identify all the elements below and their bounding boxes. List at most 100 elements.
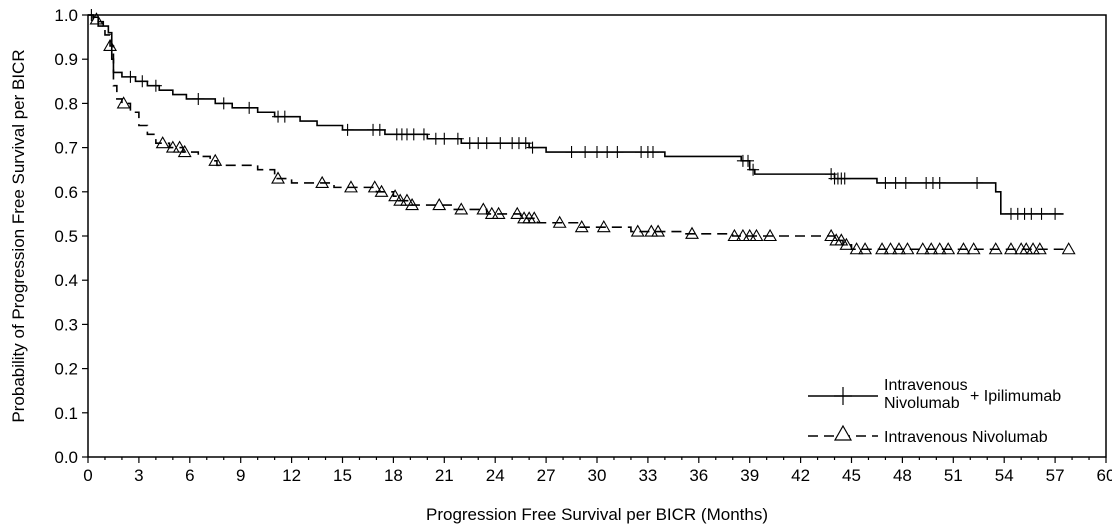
legend-label-mono: Intravenous Nivolumab — [884, 429, 1048, 446]
censor-mark-triangle — [574, 220, 589, 233]
censor-mark-triangle — [924, 242, 939, 255]
x-tick-label: 57 — [1046, 466, 1065, 485]
censor-mark-triangle — [103, 38, 118, 51]
censor-mark-triangle — [932, 242, 947, 255]
censor-mark-triangle — [315, 175, 330, 189]
legend-label-combo-suffix: + Ipilimumab — [970, 388, 1061, 405]
y-tick-label: 0.4 — [54, 271, 78, 290]
censor-mark-plus — [341, 123, 354, 136]
censor-mark-plus — [136, 75, 149, 88]
censor-mark-plus — [480, 137, 493, 150]
censor-mark-triangle — [941, 242, 956, 255]
censor-mark-triangle — [749, 228, 764, 242]
y-axis-title: Probability of Progression Free Survival… — [9, 49, 28, 422]
censor-mark-plus — [494, 137, 507, 150]
x-tick-label: 27 — [537, 466, 556, 485]
censor-mark-triangle — [883, 242, 898, 255]
censor-mark-plus — [1035, 207, 1048, 220]
censor-mark-triangle — [527, 211, 542, 224]
x-tick-label: 51 — [944, 466, 963, 485]
censor-mark-triangle — [858, 242, 873, 255]
censor-mark-plus — [217, 97, 230, 110]
censor-mark-triangle — [900, 242, 915, 255]
censor-mark-triangle — [1061, 242, 1076, 255]
censor-mark-triangle — [1026, 242, 1040, 255]
censor-mark-triangle — [405, 197, 420, 211]
censor-mark-plus — [889, 176, 902, 189]
censor-mark-triangle — [742, 228, 757, 242]
x-tick-label: 3 — [134, 466, 143, 485]
censor-mark-triangle — [393, 193, 408, 206]
censor-mark-triangle — [956, 242, 971, 255]
censor-mark-triangle — [988, 242, 1003, 255]
censor-mark-triangle — [116, 96, 131, 109]
censor-mark-plus — [646, 146, 659, 159]
censor-mark-triangle — [685, 226, 699, 239]
y-tick-label: 0.0 — [54, 448, 78, 467]
x-axis-title: Progression Free Survival per BICR (Mont… — [426, 505, 768, 524]
censor-mark-triangle — [476, 202, 491, 215]
x-tick-label: 48 — [893, 466, 912, 485]
censor-mark-triangle — [915, 242, 930, 255]
x-tick-label: 0 — [83, 466, 92, 485]
x-tick-label: 18 — [384, 466, 403, 485]
censor-mark-triangle — [1004, 242, 1018, 255]
x-tick-label: 60 — [1097, 466, 1112, 485]
censor-mark-triangle — [849, 242, 864, 255]
censor-mark-plus — [438, 132, 451, 145]
censor-mark-plus — [838, 172, 851, 185]
legend: Intravenous Nivolumab + Ipilimumab Intra… — [808, 377, 1061, 446]
censor-mark-triangle — [1019, 242, 1034, 255]
censor-mark-plus — [373, 123, 386, 136]
x-tick-label: 21 — [435, 466, 454, 485]
censor-mark-triangle — [644, 224, 659, 237]
series-layer — [85, 9, 1076, 255]
censor-mark-plus — [243, 101, 256, 114]
x-tick-label: 45 — [842, 466, 861, 485]
censor-mark-plus — [879, 176, 892, 189]
x-tick-label: 33 — [638, 466, 657, 485]
series-combo — [85, 9, 1064, 220]
censor-mark-plus — [601, 146, 614, 159]
censor-mark-triangle — [630, 224, 645, 237]
km-curve — [88, 14, 1064, 251]
censor-mark-triangle — [165, 140, 180, 153]
y-tick-label: 0.9 — [54, 50, 78, 69]
censor-mark-triangle — [651, 224, 666, 237]
y-tick-label: 0.8 — [54, 94, 78, 113]
censor-mark-plus — [899, 176, 912, 189]
censor-mark-plus — [579, 146, 592, 159]
x-tick-label: 9 — [236, 466, 245, 485]
censor-mark-plus — [591, 146, 603, 159]
censor-mark-triangle — [892, 242, 906, 255]
y-tick-label: 0.5 — [54, 227, 78, 246]
y-tick-label: 0.1 — [54, 404, 78, 423]
x-tick-label: 42 — [791, 466, 810, 485]
censor-mark-triangle — [484, 206, 499, 219]
legend-marker-plus — [834, 387, 852, 405]
x-tick-label: 6 — [185, 466, 194, 485]
censor-mark-triangle — [155, 136, 170, 149]
x-tick-label: 15 — [333, 466, 352, 485]
censor-mark-triangle — [763, 228, 778, 242]
censor-mark-triangle — [172, 140, 187, 153]
censor-mark-triangle — [89, 12, 104, 25]
censor-mark-triangle — [552, 215, 567, 228]
censor-mark-plus — [149, 79, 162, 92]
censor-mark-triangle — [727, 228, 742, 242]
censor-mark-plus — [1025, 207, 1038, 220]
y-tick-label: 0.3 — [54, 315, 78, 334]
censor-mark-triangle — [1032, 242, 1047, 255]
censor-mark-plus — [611, 146, 624, 159]
km-curve — [88, 14, 1064, 215]
x-tick-label: 54 — [995, 466, 1014, 485]
censor-mark-triangle — [491, 206, 506, 219]
censor-mark-triangle — [839, 237, 854, 250]
legend-item-mono: Intravenous Nivolumab — [808, 424, 1048, 446]
censor-mark-plus — [192, 92, 205, 105]
censor-mark-triangle — [432, 197, 447, 211]
censor-mark-triangle — [834, 233, 849, 246]
legend-item-combo: Intravenous Nivolumab + Ipilimumab — [808, 377, 1061, 412]
censor-mark-plus — [1049, 207, 1062, 220]
